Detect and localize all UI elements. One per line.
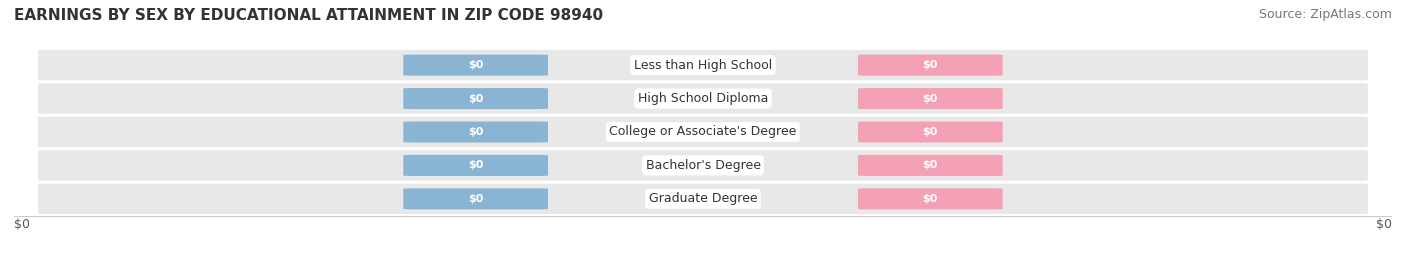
FancyBboxPatch shape [38,50,1368,80]
FancyBboxPatch shape [404,55,548,76]
FancyBboxPatch shape [858,155,1002,176]
Text: EARNINGS BY SEX BY EDUCATIONAL ATTAINMENT IN ZIP CODE 98940: EARNINGS BY SEX BY EDUCATIONAL ATTAINMEN… [14,8,603,23]
Text: Less than High School: Less than High School [634,59,772,72]
FancyBboxPatch shape [404,122,548,143]
Text: $0: $0 [468,160,484,171]
FancyBboxPatch shape [404,155,548,176]
Text: High School Diploma: High School Diploma [638,92,768,105]
Text: $0: $0 [468,94,484,104]
Text: $0: $0 [922,194,938,204]
Text: $0: $0 [922,60,938,70]
Text: $0: $0 [922,94,938,104]
FancyBboxPatch shape [404,88,548,109]
Text: $0: $0 [468,127,484,137]
FancyBboxPatch shape [38,150,1368,180]
Text: $0: $0 [468,194,484,204]
Text: $0: $0 [922,160,938,171]
Text: $0: $0 [14,218,30,231]
Text: Source: ZipAtlas.com: Source: ZipAtlas.com [1258,8,1392,21]
FancyBboxPatch shape [858,122,1002,143]
FancyBboxPatch shape [404,188,548,209]
FancyBboxPatch shape [858,88,1002,109]
Text: College or Associate's Degree: College or Associate's Degree [609,126,797,139]
FancyBboxPatch shape [38,83,1368,114]
Text: $0: $0 [1376,218,1392,231]
Text: Graduate Degree: Graduate Degree [648,192,758,205]
Text: Bachelor's Degree: Bachelor's Degree [645,159,761,172]
FancyBboxPatch shape [858,55,1002,76]
FancyBboxPatch shape [38,117,1368,147]
Text: $0: $0 [468,60,484,70]
Text: $0: $0 [922,127,938,137]
FancyBboxPatch shape [38,184,1368,214]
FancyBboxPatch shape [858,188,1002,209]
